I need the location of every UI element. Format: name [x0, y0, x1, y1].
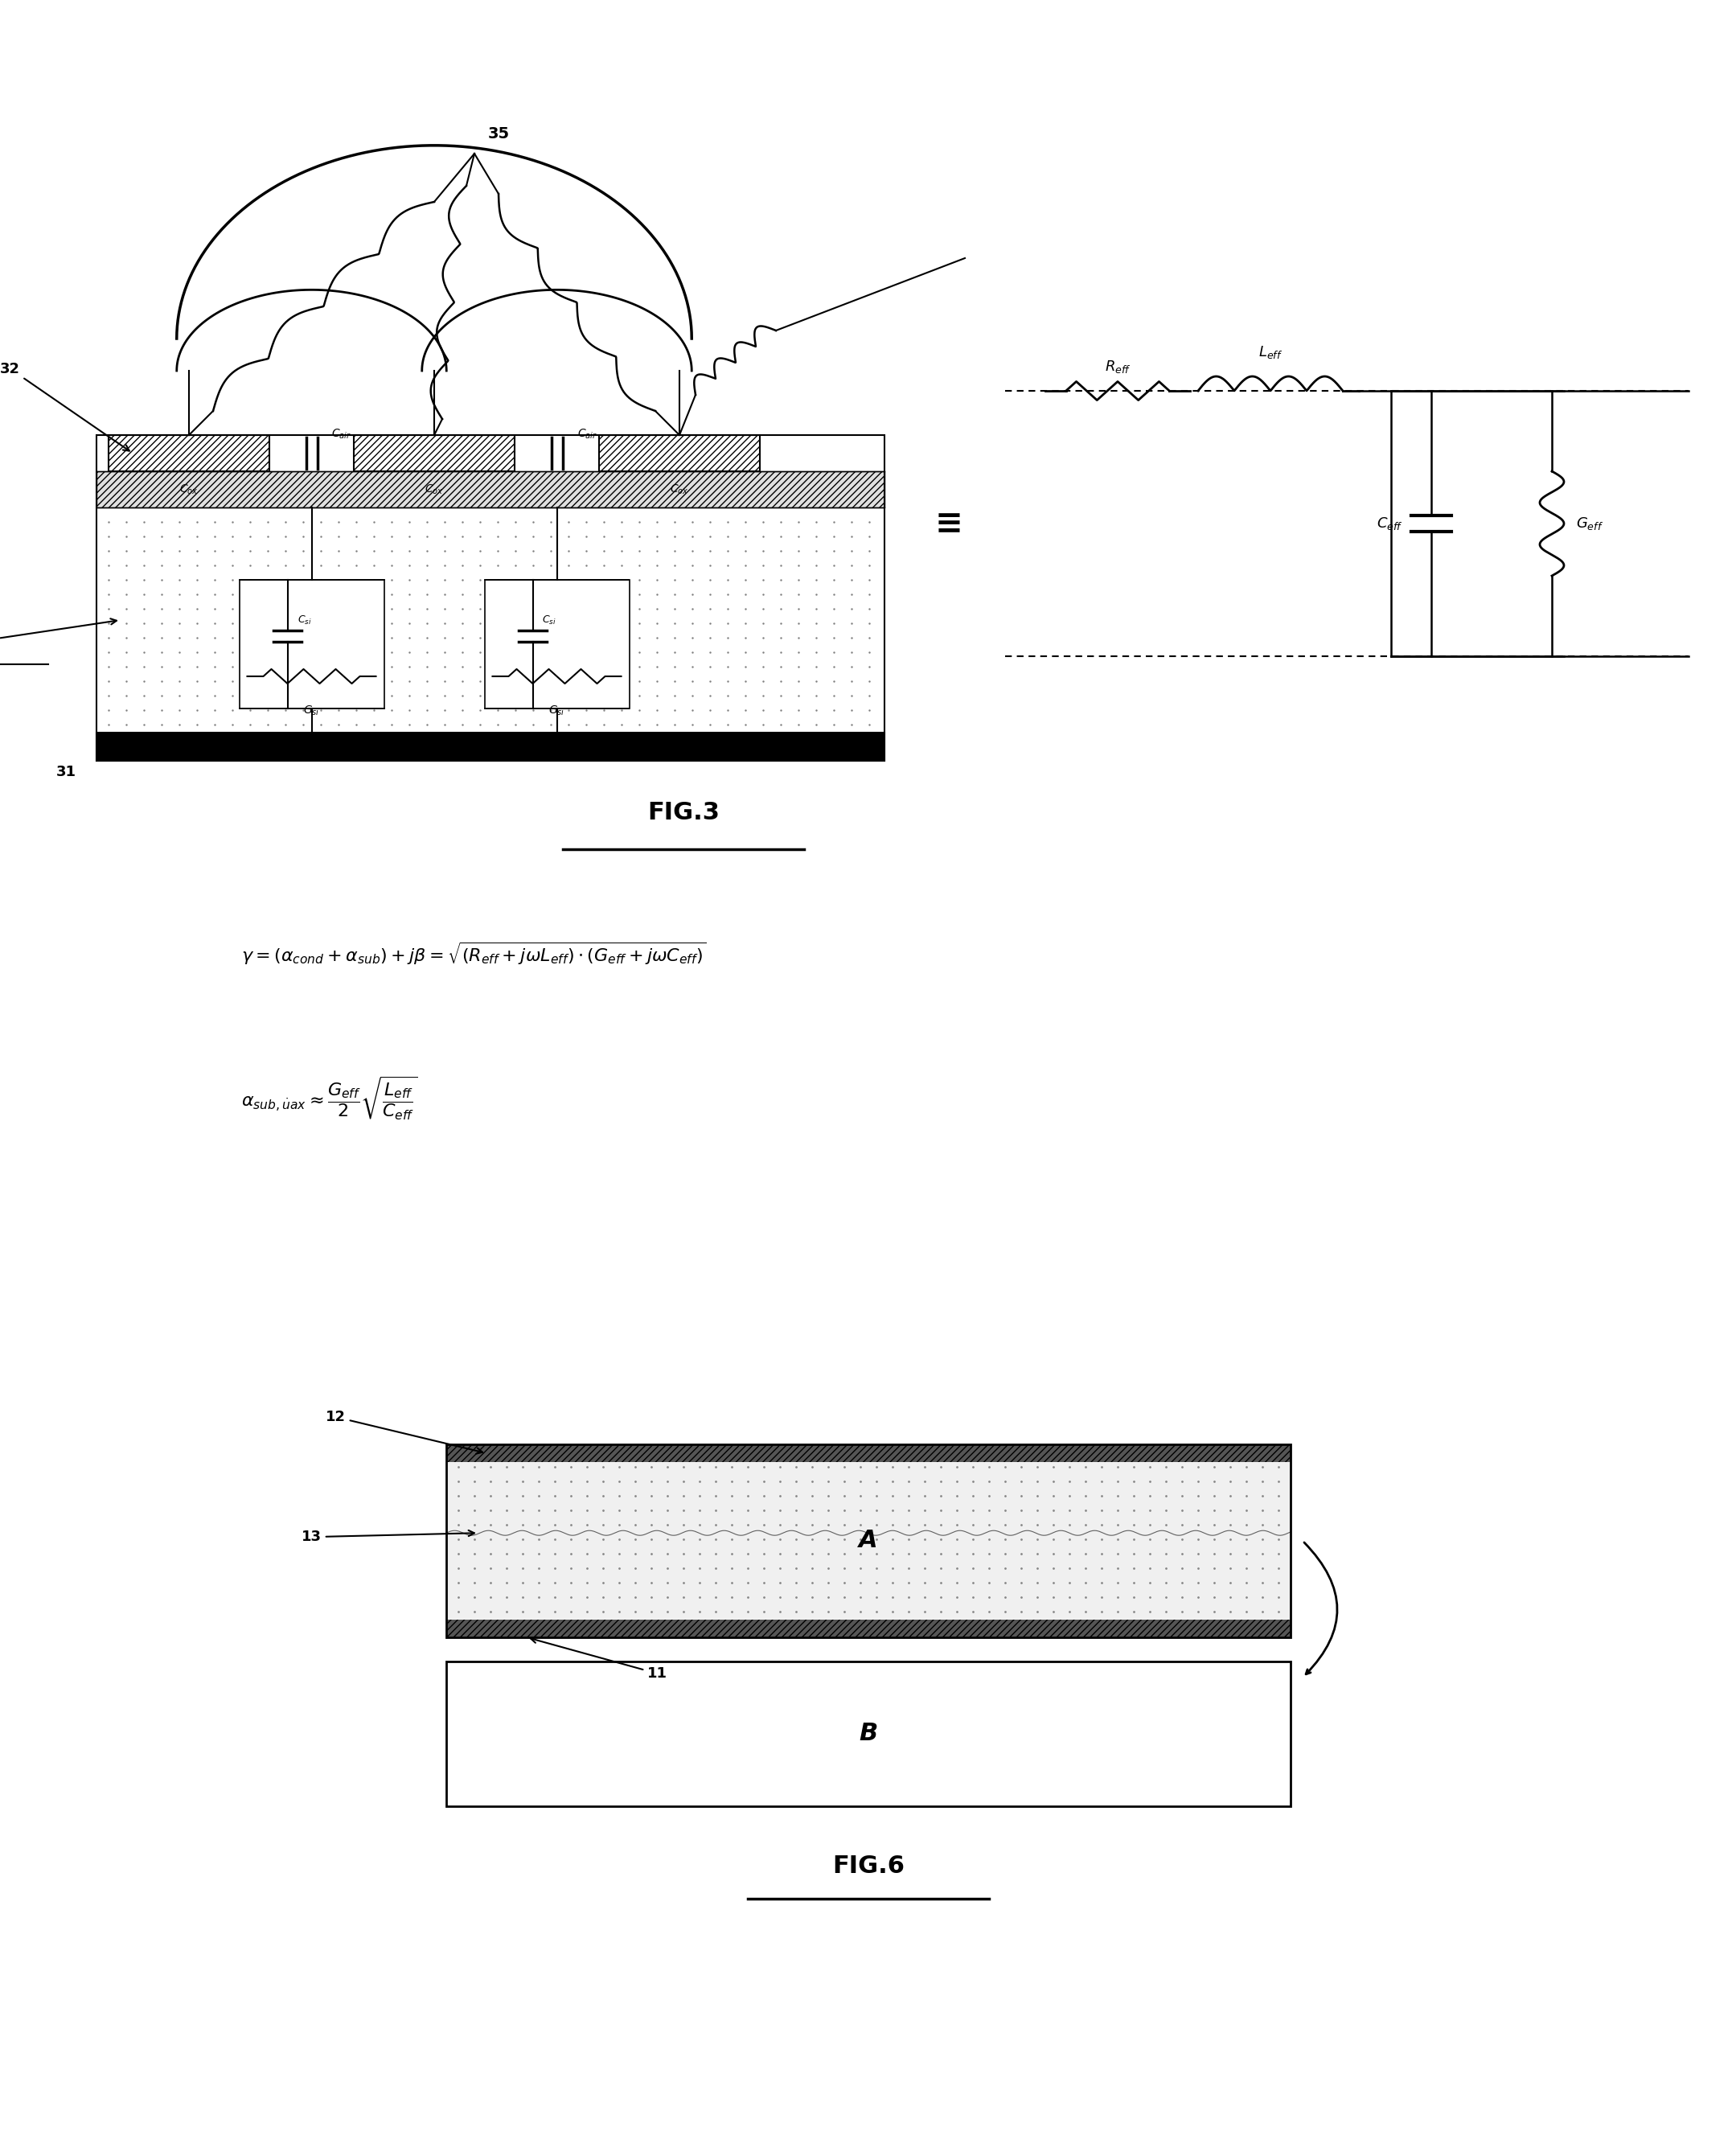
Text: $C_{air}$: $C_{air}$ [332, 429, 352, 442]
Bar [599, 435, 760, 472]
Text: ≡: ≡ [934, 506, 963, 540]
Text: $C_{air}$: $C_{air}$ [576, 429, 597, 442]
Bar [446, 1619, 1290, 1638]
Bar [97, 472, 884, 508]
Text: 13: 13 [302, 1531, 474, 1544]
Text: $C_{ox}$: $C_{ox}$ [670, 482, 689, 495]
Text: $G_{si}$: $G_{si}$ [549, 705, 564, 718]
Text: A: A [859, 1529, 878, 1552]
Bar [109, 435, 269, 472]
Text: FIG.6: FIG.6 [832, 1855, 904, 1878]
Text: B: B [859, 1722, 878, 1745]
Text: $C_{si}$: $C_{si}$ [297, 615, 311, 626]
Text: 32: 32 [0, 362, 128, 450]
Bar [446, 1662, 1290, 1805]
Bar [97, 435, 884, 761]
Bar [97, 733, 884, 761]
Bar [446, 1445, 1290, 1462]
Bar [446, 1445, 1290, 1638]
Bar [446, 1462, 1290, 1619]
Text: $R_{eff}$: $R_{eff}$ [1104, 358, 1130, 375]
Bar [97, 508, 884, 733]
Bar [354, 435, 514, 472]
Text: FIG.3: FIG.3 [648, 802, 720, 823]
Text: 12: 12 [326, 1411, 483, 1454]
Text: $L_{eff}$: $L_{eff}$ [1259, 345, 1283, 360]
Text: $C_{si}$: $C_{si}$ [542, 615, 557, 626]
Bar [484, 579, 628, 708]
Text: 31: 31 [56, 765, 76, 778]
Text: 11: 11 [531, 1638, 667, 1681]
Text: $\gamma = (\alpha_{cond}+\alpha_{sub})+j\beta = \sqrt{(R_{eff}+j\omega L_{eff})\: $\gamma = (\alpha_{cond}+\alpha_{sub})+j… [241, 941, 707, 967]
Text: $C_{eff}$: $C_{eff}$ [1377, 515, 1403, 532]
Text: 30: 30 [0, 620, 116, 647]
Text: $G_{si}$: $G_{si}$ [304, 705, 319, 718]
Text: $G_{eff}$: $G_{eff}$ [1576, 515, 1604, 532]
Bar [240, 579, 384, 708]
Text: $C_{ox}$: $C_{ox}$ [179, 482, 198, 495]
Text: 35: 35 [488, 126, 509, 142]
Text: $C_{ox}$: $C_{ox}$ [425, 482, 444, 495]
Text: $\alpha_{sub,\dot{u}ax}\approx\dfrac{G_{eff}}{2}\sqrt{\dfrac{L_{eff}}{C_{eff}}}$: $\alpha_{sub,\dot{u}ax}\approx\dfrac{G_{… [241, 1074, 418, 1121]
